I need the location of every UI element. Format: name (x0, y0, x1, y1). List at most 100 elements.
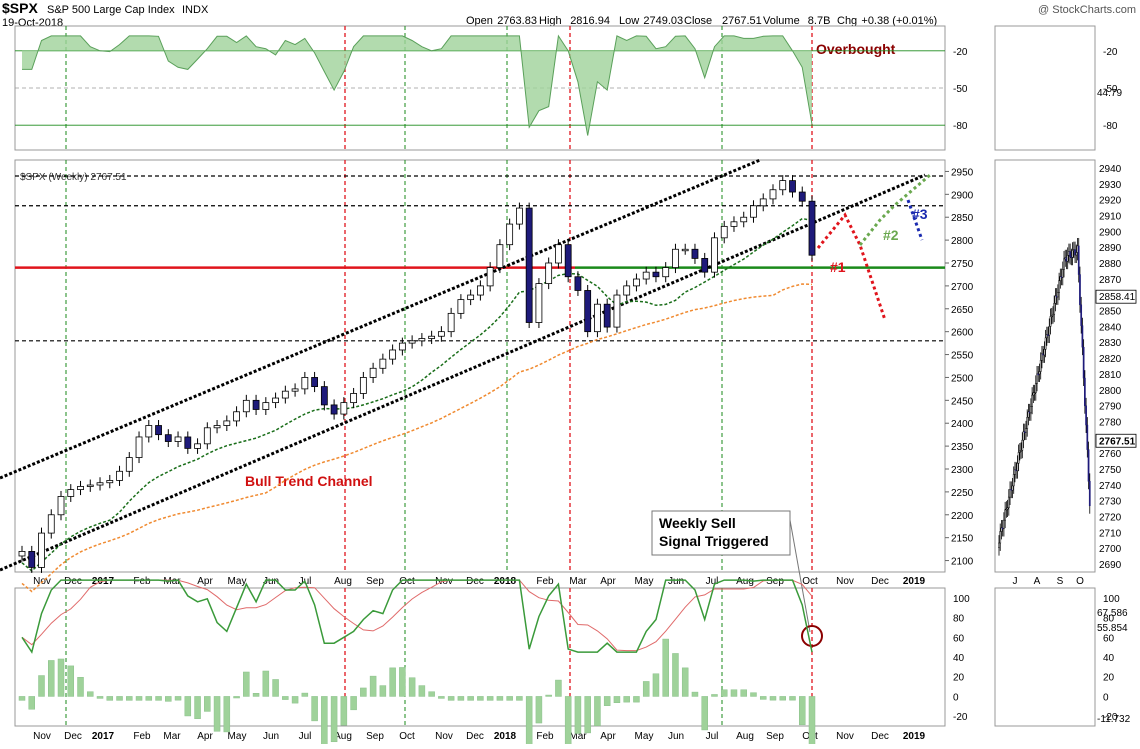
price-x-tick: Jun (668, 576, 684, 587)
panel-frame-5 (994, 587, 1096, 727)
candle-up (145, 425, 153, 438)
inset-y-tick: 2840 (1099, 322, 1122, 333)
macd-hist-bar (174, 696, 182, 701)
price-x-tick: Mar (163, 576, 181, 587)
watermark: @ StockCharts.com (1038, 4, 1136, 16)
inset-macd-y-tick: 40 (1103, 653, 1115, 664)
candle-up (223, 420, 231, 426)
chart-marks: 2950 2900 2850 2800 2750 2700 2650 2600 2550 2500… (0, 26, 1137, 749)
inset-candle-up (1034, 383, 1037, 394)
price-x-tick: Oct (399, 576, 415, 587)
macd-hist-bar (711, 694, 718, 697)
macd-x-tick: Apr (600, 731, 616, 742)
panel-frame-4 (994, 159, 1096, 573)
candle-up (47, 514, 55, 534)
scenario-3-path (906, 199, 924, 241)
inset-candle-up (1027, 411, 1030, 418)
inset-candle-up (1052, 313, 1054, 317)
macd-x-tick: Aug (736, 731, 754, 742)
macd-hist-bar (613, 696, 621, 703)
macd-hist-bar (204, 696, 211, 712)
macd-hist-bar (223, 696, 231, 733)
macd-hist-bar (330, 696, 338, 743)
ma-short-line (21, 217, 813, 572)
inset-candle-up (1039, 360, 1042, 372)
inset-candle-up (1063, 258, 1065, 270)
candle-up (486, 267, 494, 287)
inset-y-tick: 2790 (1099, 402, 1122, 413)
macd-hist-bar (633, 696, 640, 703)
candle-down (28, 551, 36, 568)
macd-hist-bar (340, 696, 348, 726)
inset-osc-y-tick: -80 (1103, 121, 1118, 132)
candle-up (496, 244, 504, 268)
candle-up (106, 480, 114, 484)
macd-y-tick: 60 (953, 633, 965, 644)
price-x-tick: May (635, 576, 654, 587)
macd-x-tick: Nov (836, 731, 854, 742)
stat-label-chg: Chg (837, 15, 857, 27)
macd-hist-bar (574, 696, 582, 734)
scenario-2-label: #2 (883, 227, 899, 243)
candle-up (662, 267, 670, 278)
inset-candle-down (1082, 346, 1085, 379)
osc-y-tick: -80 (953, 121, 968, 132)
macd-signal-line (21, 579, 813, 652)
inset-candle-up (1050, 315, 1053, 318)
scenario-2-path (858, 173, 931, 246)
macd-hist-bar (379, 685, 387, 697)
macd-hist-bar (467, 696, 474, 701)
index-name: S&P 500 Large Cap Index (47, 4, 175, 16)
macd-hist-bar (106, 696, 114, 701)
macd-x-tick: Aug (334, 731, 352, 742)
macd-x-tick: Jun (263, 731, 279, 742)
candle-down (691, 248, 699, 259)
candle-down (701, 258, 709, 273)
inset-macd-y-tick: 0 (1103, 692, 1109, 703)
macd-x-tick: Dec (466, 731, 484, 742)
candle-up (57, 496, 65, 516)
inset-candle-down (1069, 251, 1071, 257)
candle-up (711, 237, 718, 273)
candle-up (535, 283, 543, 323)
macd-x-tick: Sep (766, 731, 784, 742)
inset-candle-up (1006, 507, 1009, 510)
inset-macd-y-tick: 80 (1103, 614, 1115, 625)
macd-hist-bar (545, 694, 552, 697)
macd-hist-bar (262, 670, 270, 697)
macd-y-tick: -20 (953, 712, 968, 723)
inset-candle-up (1026, 417, 1029, 430)
macd-hist-bar (38, 675, 45, 697)
price-x-tick: Dec (871, 576, 889, 587)
macd-hist-bar (506, 696, 513, 701)
macd-hist-bar (213, 696, 221, 732)
macd-x-tick: 2019 (903, 731, 926, 742)
panel-frame-3 (994, 25, 1096, 151)
candle-up (96, 482, 104, 486)
inset-price-label: 2767.51 (1099, 436, 1136, 447)
macd-hist-bar (28, 696, 36, 710)
inset-y-tick: 2780 (1099, 417, 1122, 428)
macd-hist-bar (165, 696, 172, 702)
macd-x-tick: Feb (536, 731, 554, 742)
candle-up (740, 216, 748, 223)
stat-label-close: Close (684, 15, 712, 27)
ma-long-line (21, 283, 813, 593)
macd-x-tick: Feb (133, 731, 151, 742)
macd-hist-bar (360, 687, 367, 697)
price-y-tick: 2450 (951, 396, 974, 407)
price-x-tick: Nov (836, 576, 854, 587)
inset-candle-down (1086, 424, 1089, 450)
panel-frame-1 (14, 159, 946, 573)
candle-up (67, 489, 75, 497)
price-x-tick: Oct (802, 576, 818, 587)
candle-up (125, 457, 133, 472)
price-y-tick: 2750 (951, 259, 974, 270)
scenario-1-path (816, 212, 887, 321)
candle-up (594, 303, 601, 333)
macd-hist-bar (789, 696, 796, 701)
macd-x-tick: Sep (366, 731, 384, 742)
candle-up (467, 294, 475, 301)
macd-hist-bar (116, 696, 123, 701)
